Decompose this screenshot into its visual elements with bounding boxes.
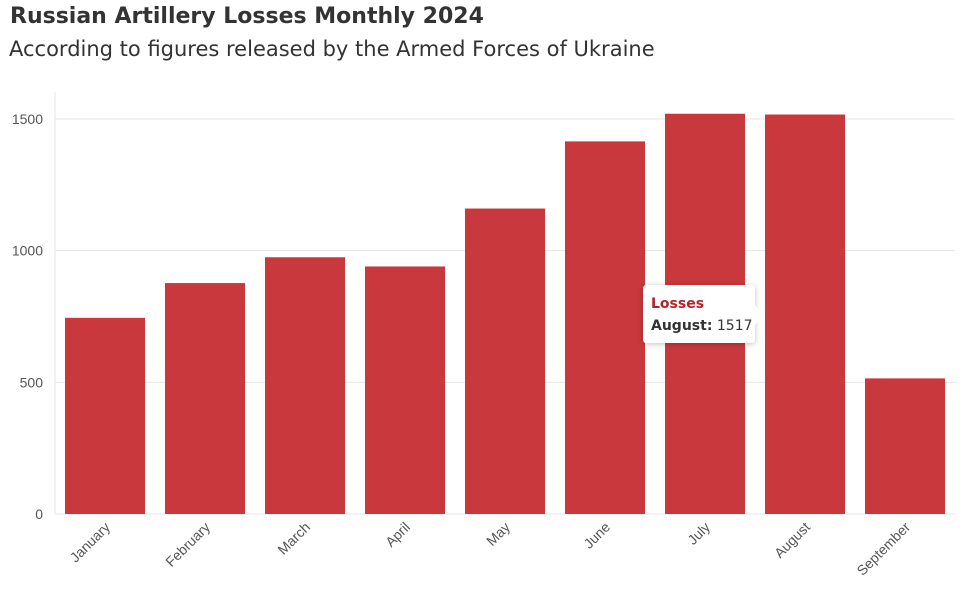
bar-september[interactable] [865, 378, 945, 514]
tooltip-category: August: [651, 318, 713, 334]
bar-august[interactable] [765, 114, 845, 515]
tooltip: Losses August: 1517 [643, 285, 764, 343]
bars [65, 113, 945, 515]
x-tick-label: June [580, 519, 613, 552]
bar-february[interactable] [165, 283, 245, 514]
y-tick-label: 500 [20, 374, 44, 390]
bar-january[interactable] [65, 317, 145, 514]
bar-march[interactable] [265, 257, 345, 514]
x-axis-labels: January February March April May June July Augu… [67, 519, 914, 579]
tooltip-value: 1517 [716, 318, 753, 334]
tooltip-series-name: Losses [651, 296, 705, 312]
x-tick-label: May [483, 519, 513, 549]
bar-april[interactable] [365, 266, 445, 514]
y-tick-label: 1500 [12, 111, 43, 127]
bar-may[interactable] [465, 208, 545, 515]
x-tick-label: January [67, 519, 114, 566]
x-tick-label: September [853, 519, 913, 579]
x-tick-label: July [684, 519, 713, 548]
chart-subtitle: According to figures released by the Arm… [9, 37, 655, 61]
bar-june[interactable] [565, 141, 645, 514]
x-tick-label: April [382, 519, 413, 550]
y-tick-label: 1000 [12, 243, 43, 259]
x-tick-label: August [771, 519, 813, 561]
y-axis: 0 500 1000 1500 [12, 92, 56, 522]
x-tick-label: February [162, 519, 213, 570]
x-tick-label: March [274, 519, 313, 558]
y-tick-label: 0 [35, 506, 43, 522]
chart-title: Russian Artillery Losses Monthly 2024 [10, 4, 484, 29]
